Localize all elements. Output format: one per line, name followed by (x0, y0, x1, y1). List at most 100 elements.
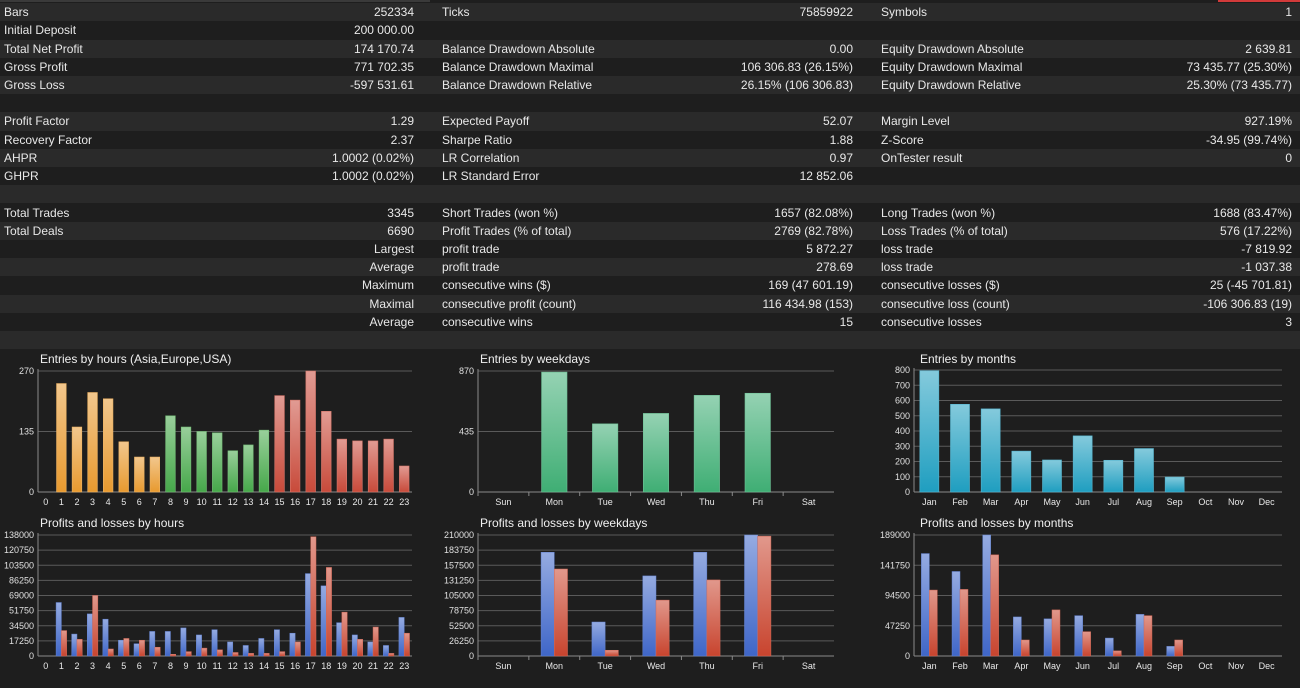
loss-bar (1082, 631, 1091, 657)
stat-value: 174 170.74 (353, 41, 414, 56)
x-tick-label: 13 (243, 661, 253, 671)
stat-value: 26.15% (106 306.83) (740, 77, 853, 92)
loss-bar (403, 632, 410, 657)
bar (118, 441, 129, 493)
y-tick-label: 47250 (885, 621, 910, 631)
loss-bar (279, 651, 286, 657)
profit-bar (951, 571, 961, 657)
stat-label: consecutive profit (count) (442, 296, 577, 311)
stat-label: Recovery Factor (4, 132, 93, 147)
y-tick-label: 700 (895, 380, 910, 390)
loss-bar (232, 652, 239, 657)
loss-bar (92, 595, 99, 657)
loss-bar (1051, 609, 1061, 657)
loss-bar (216, 649, 223, 657)
stat-value: 169 (47 601.19) (768, 278, 853, 293)
y-tick-label: 0 (905, 487, 910, 497)
loss-bar (706, 579, 721, 657)
profit-bar (591, 621, 606, 657)
loss-bar (1113, 650, 1122, 657)
stat-value: 3345 (387, 205, 414, 220)
stat-value: 75859922 (799, 5, 853, 19)
x-tick-label: Sat (802, 661, 816, 671)
x-tick-label: 8 (168, 497, 173, 507)
x-tick-label: 16 (290, 661, 300, 671)
bar (305, 370, 316, 493)
y-tick-label: 141750 (880, 560, 910, 570)
bar (71, 426, 83, 493)
stat-label: Equity Drawdown Absolute (881, 41, 1024, 56)
y-tick-label: 600 (895, 396, 910, 406)
stat-label: Ticks (442, 5, 470, 19)
stat-label: Z-Score (881, 132, 924, 147)
x-tick-label: 3 (90, 497, 95, 507)
stat-label: Balance Drawdown Maximal (442, 59, 594, 74)
stat-value: Largest (373, 242, 414, 256)
stat-value: -7 819.92 (1241, 242, 1292, 256)
stat-value: 15 (839, 314, 853, 329)
x-tick-label: 4 (106, 497, 111, 507)
y-tick-label: 86250 (9, 575, 34, 585)
x-tick-label: Mon (546, 497, 564, 507)
y-tick-label: 135 (19, 427, 34, 437)
x-tick-label: May (1043, 497, 1061, 507)
chart-title: Entries by months (920, 352, 1016, 366)
loss-bar (1143, 615, 1153, 657)
stat-label: consecutive losses (881, 314, 982, 329)
y-tick-label: 52500 (449, 621, 474, 631)
bar (950, 404, 970, 493)
stat-value: 5 872.27 (806, 242, 853, 256)
bar (352, 440, 363, 493)
x-tick-label: 0 (43, 661, 48, 671)
loss-bar (757, 535, 772, 657)
x-tick-label: Fri (752, 661, 763, 671)
x-tick-label: Nov (1228, 661, 1245, 671)
x-tick-label: 20 (352, 661, 362, 671)
bar (134, 456, 145, 493)
x-tick-label: 7 (152, 497, 157, 507)
x-tick-label: Jul (1108, 661, 1120, 671)
loss-bar (388, 653, 395, 657)
x-tick-label: 3 (90, 661, 95, 671)
stat-label: GHPR (4, 169, 39, 184)
bar (212, 432, 223, 493)
stat-label: consecutive losses ($) (881, 278, 1000, 293)
x-tick-label: 20 (352, 497, 362, 507)
stat-value: 52.07 (822, 114, 853, 129)
profit-bar (1013, 616, 1022, 657)
profit-bar (693, 552, 708, 657)
profit-bar (164, 631, 171, 657)
stat-value: 3 (1285, 314, 1292, 329)
x-tick-label: 22 (384, 497, 394, 507)
y-tick-label: 200 (895, 457, 910, 467)
x-tick-label: Jul (1108, 497, 1120, 507)
y-tick-label: 400 (895, 426, 910, 436)
stat-value: 25.30% (73 435.77) (1186, 77, 1292, 92)
chart-title: Profits and losses by weekdays (480, 516, 647, 530)
profit-bar (242, 645, 249, 657)
bar (87, 392, 98, 493)
y-tick-label: 138000 (4, 530, 34, 540)
y-tick-label: 0 (905, 651, 910, 661)
loss-bar (248, 653, 254, 657)
chart-title: Profits and losses by months (920, 516, 1073, 530)
x-tick-label: 15 (275, 661, 285, 671)
bar (367, 440, 379, 493)
x-tick-label: 12 (228, 497, 238, 507)
x-tick-label: Sun (495, 497, 511, 507)
stat-label: Symbols (881, 5, 928, 19)
y-tick-label: 34500 (9, 621, 34, 631)
x-tick-label: 11 (213, 661, 222, 671)
y-tick-label: 100 (895, 472, 910, 482)
bar (274, 395, 285, 493)
stat-value: 116 434.98 (153) (762, 296, 853, 311)
x-tick-label: Oct (1198, 497, 1213, 507)
stats-row (0, 185, 1300, 204)
chart-title: Profits and losses by hours (40, 516, 184, 530)
stat-value: Maximum (361, 278, 414, 293)
loss-bar (1174, 639, 1183, 657)
x-tick-label: 21 (368, 661, 378, 671)
stats-row: AHPR 1.0002 (0.02%) LR Correlation 0.97 OnTe… (0, 148, 1300, 167)
bar (258, 429, 270, 493)
profit-bar (398, 617, 405, 657)
